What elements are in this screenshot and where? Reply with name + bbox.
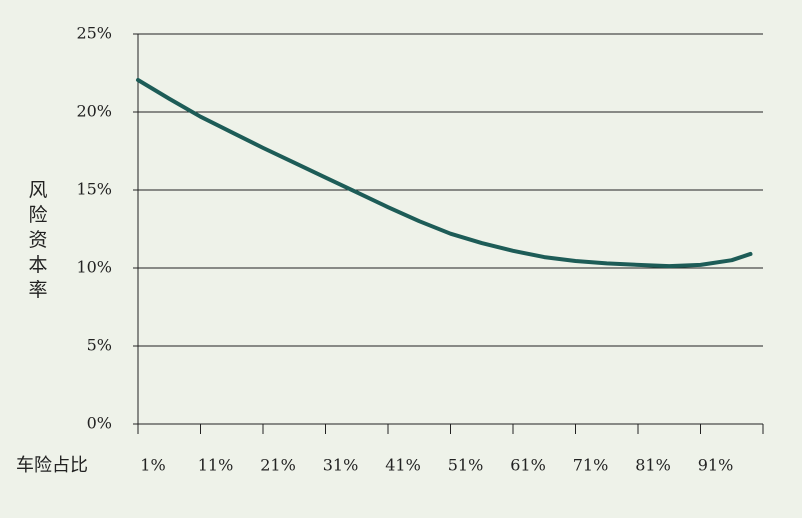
y-tick-label: 15% <box>76 180 112 199</box>
y-tick-label: 25% <box>76 24 112 43</box>
x-tick-label: 61% <box>510 456 546 475</box>
x-tick-label: 41% <box>385 456 421 475</box>
x-tick-label: 11% <box>198 456 234 475</box>
y-axis-label: 风险资本率 <box>26 180 48 305</box>
x-tick-label: 21% <box>260 456 296 475</box>
x-tick-label: 31% <box>323 456 359 475</box>
x-tick-label: 51% <box>448 456 484 475</box>
y-tick-label: 5% <box>87 336 112 355</box>
y-tick-label: 20% <box>76 102 112 121</box>
data-line <box>136 78 753 269</box>
y-tick-label: 10% <box>76 258 112 277</box>
x-tick-label: 71% <box>573 456 609 475</box>
x-tick-label: 1% <box>140 456 165 475</box>
x-axis-label: 车险占比 <box>16 455 88 476</box>
x-tick-label: 81% <box>635 456 671 475</box>
x-tick-label: 91% <box>698 456 734 475</box>
y-tick-label: 0% <box>87 414 112 433</box>
